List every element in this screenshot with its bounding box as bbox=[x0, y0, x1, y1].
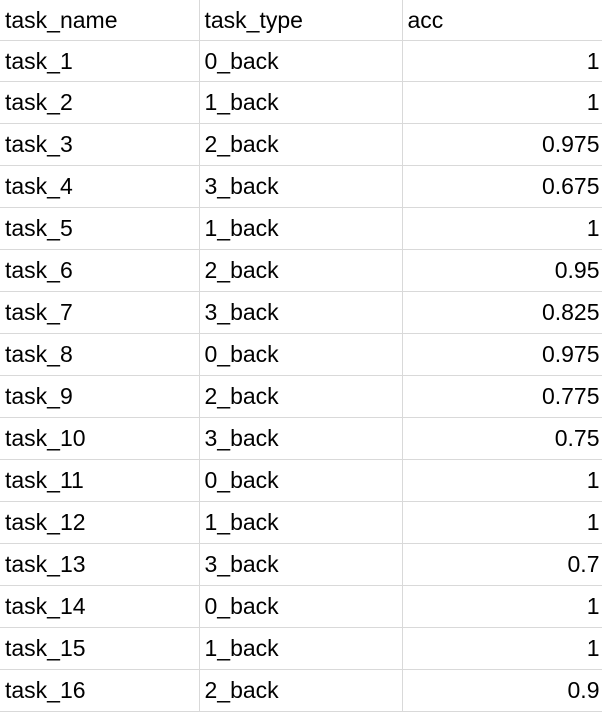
cell-task-name[interactable]: task_7 bbox=[0, 291, 200, 334]
cell-acc[interactable]: 0.975 bbox=[402, 333, 602, 376]
cell-task-type[interactable]: 3_back bbox=[199, 291, 403, 334]
cell-task-type[interactable]: 0_back bbox=[199, 333, 403, 376]
cell-task-name[interactable]: task_12 bbox=[0, 501, 200, 544]
cell-task-name[interactable]: task_16 bbox=[0, 669, 200, 712]
cell-task-name[interactable]: task_3 bbox=[0, 123, 200, 166]
cell-acc[interactable]: 0.975 bbox=[402, 123, 602, 166]
cell-task-type[interactable]: 1_back bbox=[199, 501, 403, 544]
table-row: task_4 3_back 0.675 bbox=[0, 165, 602, 208]
cell-acc[interactable]: 1 bbox=[402, 81, 602, 124]
cell-task-type[interactable]: 2_back bbox=[199, 249, 403, 292]
cell-acc[interactable]: 0.825 bbox=[402, 291, 602, 334]
cell-acc[interactable]: 0.95 bbox=[402, 249, 602, 292]
table-row: task_9 2_back 0.775 bbox=[0, 375, 602, 418]
cell-task-name[interactable]: task_6 bbox=[0, 249, 200, 292]
cell-task-name[interactable]: task_1 bbox=[0, 40, 200, 82]
cell-acc[interactable]: 0.775 bbox=[402, 375, 602, 418]
table-row: task_13 3_back 0.7 bbox=[0, 543, 602, 586]
cell-task-type[interactable]: 3_back bbox=[199, 543, 403, 586]
cell-task-type[interactable]: 0_back bbox=[199, 585, 403, 628]
table-row: task_2 1_back 1 bbox=[0, 81, 602, 124]
cell-acc[interactable]: 1 bbox=[402, 501, 602, 544]
cell-acc[interactable]: 1 bbox=[402, 40, 602, 82]
header-cell-acc[interactable]: acc bbox=[402, 0, 602, 41]
cell-acc[interactable]: 0.675 bbox=[402, 165, 602, 208]
cell-task-name[interactable]: task_2 bbox=[0, 81, 200, 124]
cell-acc[interactable]: 1 bbox=[402, 585, 602, 628]
cell-acc[interactable]: 1 bbox=[402, 207, 602, 250]
cell-task-type[interactable]: 3_back bbox=[199, 165, 403, 208]
cell-task-type[interactable]: 0_back bbox=[199, 459, 403, 502]
cell-acc[interactable]: 0.75 bbox=[402, 417, 602, 460]
table-row: task_7 3_back 0.825 bbox=[0, 291, 602, 334]
cell-task-name[interactable]: task_13 bbox=[0, 543, 200, 586]
cell-task-name[interactable]: task_4 bbox=[0, 165, 200, 208]
cell-task-type[interactable]: 2_back bbox=[199, 375, 403, 418]
cell-task-name[interactable]: task_8 bbox=[0, 333, 200, 376]
cell-task-name[interactable]: task_9 bbox=[0, 375, 200, 418]
cell-acc[interactable]: 1 bbox=[402, 627, 602, 670]
cell-acc[interactable]: 0.9 bbox=[402, 669, 602, 712]
cell-task-name[interactable]: task_15 bbox=[0, 627, 200, 670]
table-row: task_16 2_back 0.9 bbox=[0, 669, 602, 712]
table-row: task_11 0_back 1 bbox=[0, 459, 602, 502]
table-row: task_8 0_back 0.975 bbox=[0, 333, 602, 376]
table-row: task_3 2_back 0.975 bbox=[0, 123, 602, 166]
cell-task-name[interactable]: task_11 bbox=[0, 459, 200, 502]
table-row: task_12 1_back 1 bbox=[0, 501, 602, 544]
cell-task-type[interactable]: 0_back bbox=[199, 40, 403, 82]
cell-task-name[interactable]: task_14 bbox=[0, 585, 200, 628]
cell-task-type[interactable]: 1_back bbox=[199, 81, 403, 124]
cell-task-type[interactable]: 1_back bbox=[199, 627, 403, 670]
table-row: task_14 0_back 1 bbox=[0, 585, 602, 628]
header-cell-task-type[interactable]: task_type bbox=[199, 0, 403, 41]
table-row: task_15 1_back 1 bbox=[0, 627, 602, 670]
cell-acc[interactable]: 1 bbox=[402, 459, 602, 502]
cell-task-name[interactable]: task_5 bbox=[0, 207, 200, 250]
cell-task-type[interactable]: 2_back bbox=[199, 123, 403, 166]
cell-task-type[interactable]: 2_back bbox=[199, 669, 403, 712]
cell-task-name[interactable]: task_10 bbox=[0, 417, 200, 460]
table-row: task_5 1_back 1 bbox=[0, 207, 602, 250]
table-row: task_6 2_back 0.95 bbox=[0, 249, 602, 292]
header-row: task_name task_type acc bbox=[0, 0, 602, 41]
cell-task-type[interactable]: 1_back bbox=[199, 207, 403, 250]
cell-acc[interactable]: 0.7 bbox=[402, 543, 602, 586]
header-cell-task-name[interactable]: task_name bbox=[0, 0, 200, 41]
table-row: task_10 3_back 0.75 bbox=[0, 417, 602, 460]
cell-task-type[interactable]: 3_back bbox=[199, 417, 403, 460]
table-row: task_1 0_back 1 bbox=[0, 40, 602, 82]
